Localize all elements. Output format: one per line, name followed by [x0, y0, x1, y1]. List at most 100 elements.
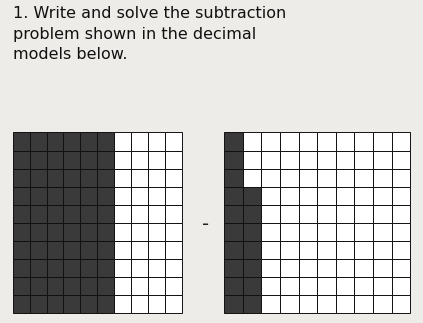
Bar	[148, 132, 165, 151]
Bar	[224, 187, 243, 205]
Bar	[131, 169, 148, 187]
Bar	[336, 277, 354, 295]
Bar	[224, 277, 243, 295]
Bar	[165, 187, 182, 205]
Bar	[13, 187, 30, 205]
Bar	[13, 151, 30, 169]
Bar	[373, 151, 392, 169]
Bar	[299, 259, 317, 277]
Bar	[148, 151, 165, 169]
Bar	[392, 205, 410, 223]
Bar	[373, 132, 392, 151]
Bar	[317, 241, 336, 259]
Bar	[392, 259, 410, 277]
Bar	[131, 277, 148, 295]
Bar	[280, 295, 299, 313]
Bar	[13, 241, 30, 259]
Bar	[317, 205, 336, 223]
Bar	[63, 187, 80, 205]
Bar	[336, 151, 354, 169]
Bar	[317, 259, 336, 277]
Bar	[243, 223, 261, 241]
Bar	[336, 169, 354, 187]
Bar	[317, 223, 336, 241]
Bar	[165, 241, 182, 259]
Bar	[392, 223, 410, 241]
Bar	[261, 241, 280, 259]
Bar	[165, 151, 182, 169]
Bar	[243, 241, 261, 259]
Bar	[336, 259, 354, 277]
Bar	[47, 277, 63, 295]
Bar	[148, 223, 165, 241]
Bar	[30, 277, 47, 295]
Bar	[63, 223, 80, 241]
Bar	[30, 151, 47, 169]
Bar	[13, 223, 30, 241]
Bar	[280, 169, 299, 187]
Bar	[317, 169, 336, 187]
Text: 1. Write and solve the subtraction
problem shown in the decimal
models below.: 1. Write and solve the subtraction probl…	[13, 6, 286, 62]
Bar	[224, 205, 243, 223]
Bar	[30, 295, 47, 313]
Bar	[114, 241, 131, 259]
Bar	[354, 187, 373, 205]
Bar	[97, 169, 114, 187]
Bar	[131, 259, 148, 277]
Bar	[373, 241, 392, 259]
Bar	[30, 241, 47, 259]
Bar	[131, 151, 148, 169]
Bar	[30, 223, 47, 241]
Bar	[354, 277, 373, 295]
Bar	[243, 169, 261, 187]
Bar	[165, 132, 182, 151]
Bar	[280, 132, 299, 151]
Bar	[373, 205, 392, 223]
Bar	[354, 169, 373, 187]
Bar	[280, 223, 299, 241]
Bar	[317, 187, 336, 205]
Bar	[131, 187, 148, 205]
Bar	[392, 151, 410, 169]
Bar	[280, 241, 299, 259]
Bar	[13, 259, 30, 277]
Bar	[336, 205, 354, 223]
Bar	[165, 169, 182, 187]
Bar	[261, 187, 280, 205]
Bar	[317, 295, 336, 313]
Bar	[299, 241, 317, 259]
Bar	[392, 241, 410, 259]
Bar	[80, 223, 97, 241]
Bar	[261, 169, 280, 187]
Bar	[280, 205, 299, 223]
Bar	[13, 132, 30, 151]
Bar	[165, 295, 182, 313]
Bar	[224, 169, 243, 187]
Bar	[354, 205, 373, 223]
Bar	[336, 295, 354, 313]
Bar	[243, 187, 261, 205]
Bar	[47, 151, 63, 169]
Bar	[280, 277, 299, 295]
Bar	[354, 259, 373, 277]
Bar	[148, 205, 165, 223]
Bar	[165, 205, 182, 223]
Bar	[354, 241, 373, 259]
Bar	[114, 169, 131, 187]
Bar	[63, 151, 80, 169]
Bar	[47, 295, 63, 313]
Bar	[114, 295, 131, 313]
Bar	[63, 132, 80, 151]
Bar	[165, 277, 182, 295]
Bar	[299, 187, 317, 205]
Bar	[354, 132, 373, 151]
Bar	[280, 259, 299, 277]
Bar	[114, 277, 131, 295]
Bar	[131, 205, 148, 223]
Bar	[97, 277, 114, 295]
Bar	[280, 151, 299, 169]
Bar	[80, 277, 97, 295]
Bar	[80, 205, 97, 223]
Bar	[80, 169, 97, 187]
Bar	[224, 132, 243, 151]
